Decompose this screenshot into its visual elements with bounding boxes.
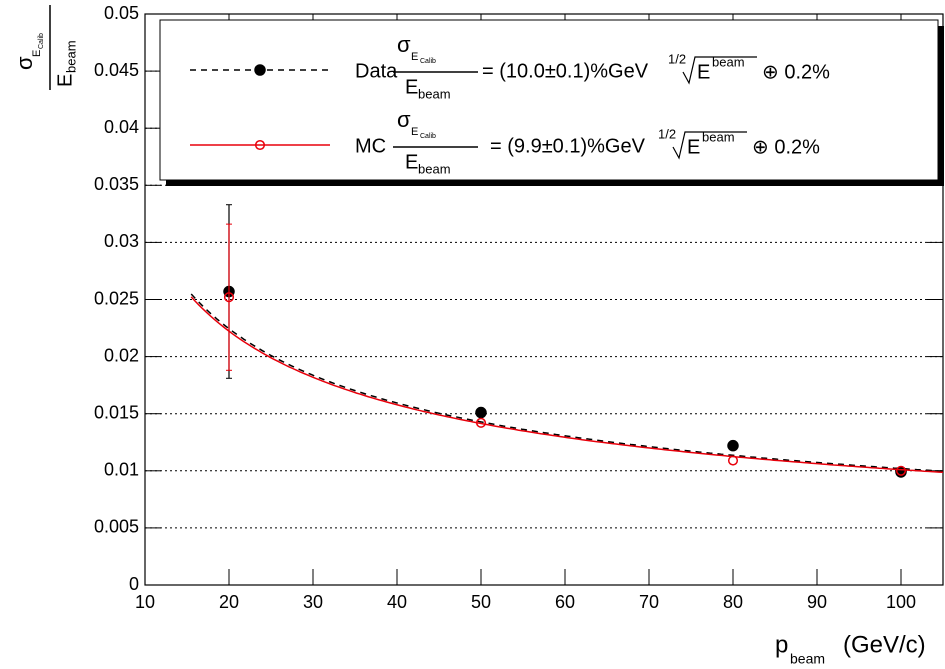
x-tick-label: 30 xyxy=(303,592,323,612)
x-tick-label: 50 xyxy=(471,592,491,612)
formula-constant: ⊕ 0.2% xyxy=(762,61,830,83)
formula-root-sup: beam xyxy=(712,54,745,69)
data-point xyxy=(727,455,739,466)
legend-marker xyxy=(254,139,266,151)
formula-numerator-subsub: Calib xyxy=(420,58,436,65)
y-tick-label: 0.005 xyxy=(94,517,139,537)
y-tick-label: 0.025 xyxy=(94,288,139,308)
fit-curve xyxy=(190,296,944,474)
data-point xyxy=(475,417,487,428)
y-tick-label: 0.04 xyxy=(104,117,139,137)
x-label-unit: (GeV/c) xyxy=(843,631,926,658)
formula-power: 1/2 xyxy=(668,51,686,66)
y-tick-label: 0 xyxy=(129,574,139,594)
x-tick-label: 100 xyxy=(886,592,916,612)
formula-root: E xyxy=(697,61,710,83)
formula-root: E xyxy=(687,136,700,158)
formula-numerator-subsub: Calib xyxy=(420,133,436,140)
y-tick-label: 0.01 xyxy=(104,460,139,480)
y-tick-label: 0.05 xyxy=(104,3,139,23)
x-tick-label: 20 xyxy=(219,592,239,612)
y-label-main: σ xyxy=(12,56,37,70)
y-tick-label: 0.045 xyxy=(94,60,139,80)
legend-label: MC xyxy=(355,135,386,157)
legend-marker xyxy=(254,64,266,76)
formula-radical xyxy=(672,131,747,160)
x-label-sub: beam xyxy=(790,651,825,667)
legend-label: Data xyxy=(355,60,398,82)
legend-box xyxy=(159,19,939,181)
y-tick-label: 0.015 xyxy=(94,402,139,422)
y-axis-label: σ E Calib E beam xyxy=(12,5,78,90)
x-tick-label: 40 xyxy=(387,592,407,612)
formula-numerator: σ xyxy=(397,32,411,57)
data-point xyxy=(223,292,235,303)
y-label-denominator: E xyxy=(54,74,76,87)
x-tick-label: 70 xyxy=(639,592,659,612)
formula-power: 1/2 xyxy=(658,126,676,141)
formula-denominator: E xyxy=(405,151,418,173)
formula-numerator: σ xyxy=(397,107,411,132)
y-label-subsub: Calib xyxy=(38,33,45,49)
formula-coefficient: = (9.9±0.1)%GeV xyxy=(490,135,646,157)
formula-denominator: E xyxy=(405,76,418,98)
fit-curve xyxy=(190,293,944,472)
y-tick-label: 0.03 xyxy=(104,231,139,251)
data-point xyxy=(895,465,907,476)
x-label-main: p xyxy=(775,631,788,658)
x-tick-label: 60 xyxy=(555,592,575,612)
formula-numerator-sub: E xyxy=(411,51,418,63)
data-point xyxy=(475,406,487,419)
x-tick-label: 90 xyxy=(807,592,827,612)
data-point xyxy=(727,439,739,452)
formula-denominator-sub: beam xyxy=(418,161,451,176)
formula-denominator-sub: beam xyxy=(418,86,451,101)
y-tick-label: 0.02 xyxy=(104,345,139,365)
formula-coefficient: = (10.0±0.1)%GeV xyxy=(482,60,649,82)
y-label-denominator-sub: beam xyxy=(63,40,78,73)
y-label-sub: E xyxy=(31,50,43,57)
formula-numerator-sub: E xyxy=(411,126,418,138)
x-tick-label: 80 xyxy=(723,592,743,612)
x-tick-label: 10 xyxy=(135,592,155,612)
y-tick-label: 0.035 xyxy=(94,174,139,194)
formula-constant: ⊕ 0.2% xyxy=(752,136,820,158)
formula-radical xyxy=(682,56,757,85)
formula-root-sup: beam xyxy=(702,129,735,144)
